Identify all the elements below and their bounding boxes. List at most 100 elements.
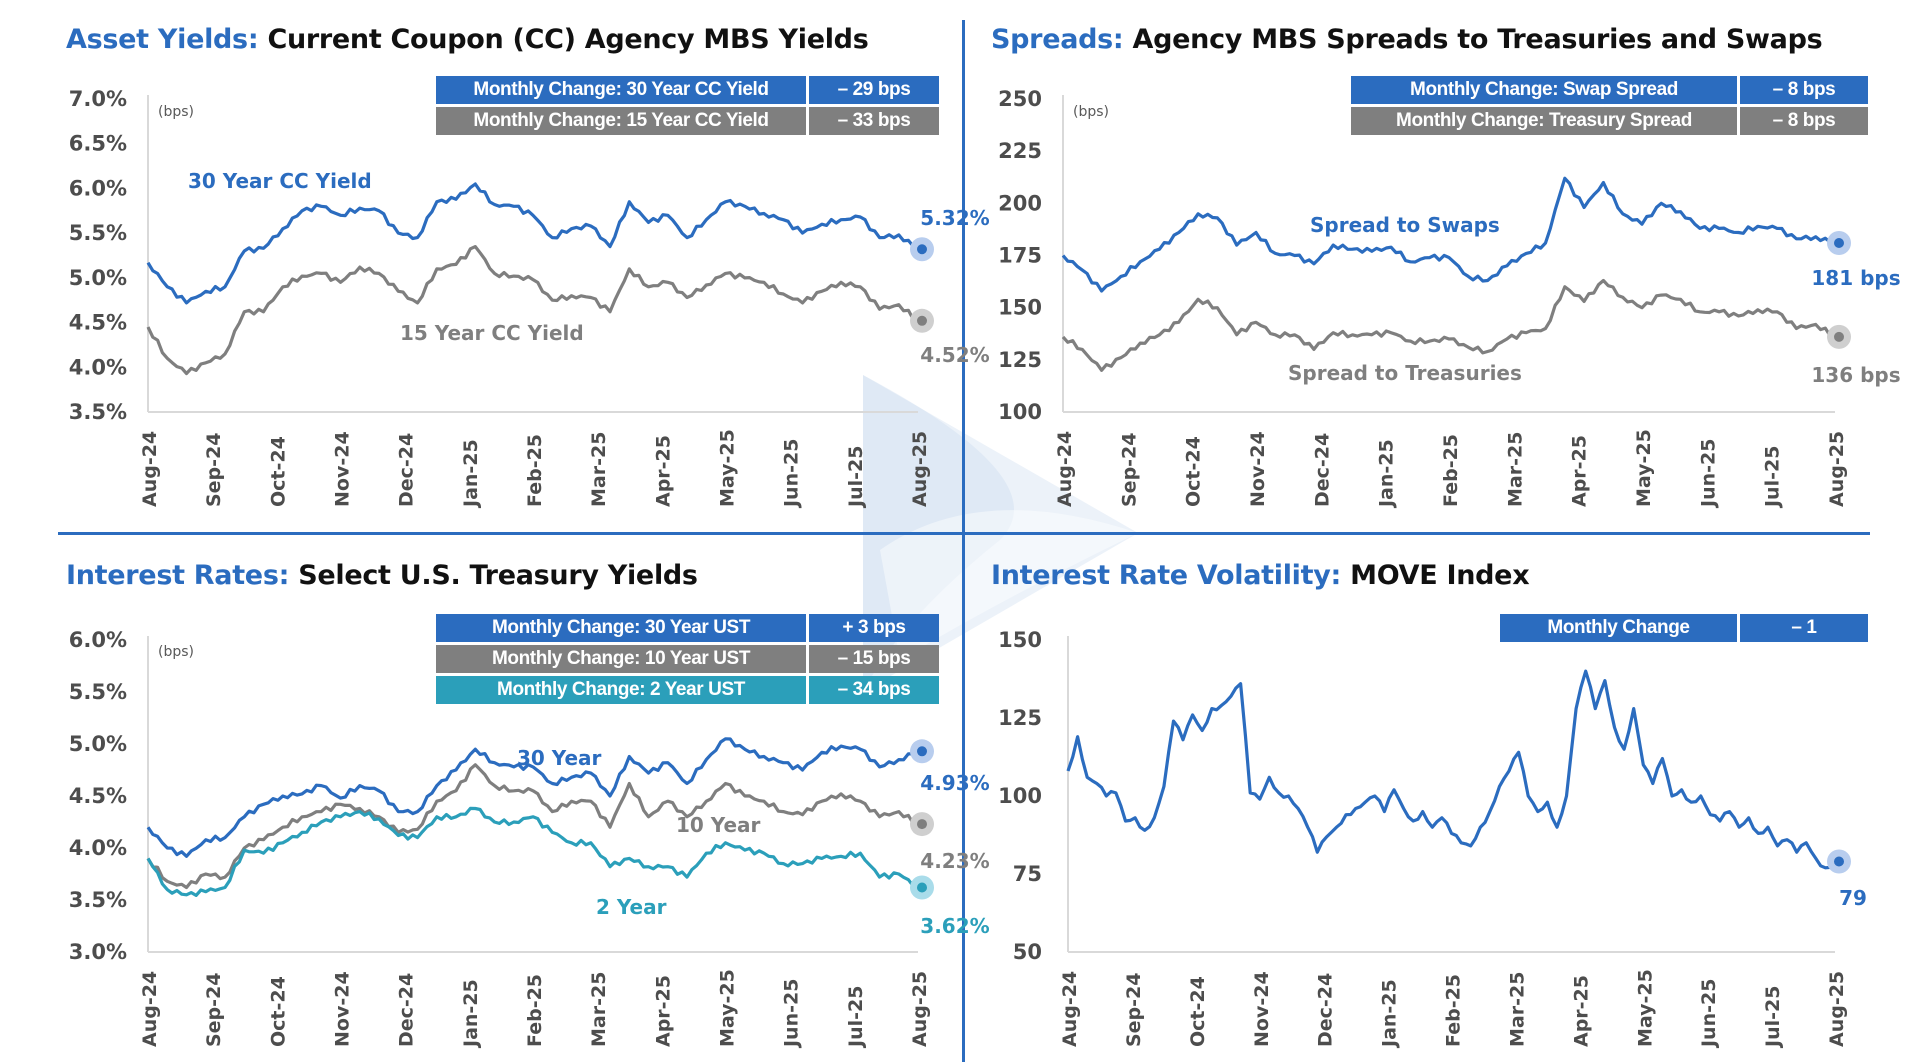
volatility-x-tick-label: Aug-24 — [1059, 971, 1081, 1047]
change-label: Monthly Change: 2 Year UST — [436, 676, 806, 704]
asset_yields-y-tick-label: 6.5% — [69, 132, 127, 156]
change-label: Monthly Change — [1500, 614, 1737, 642]
interest_rates-series-label: 10 Year — [676, 813, 761, 837]
interest_rates-end-marker — [917, 746, 927, 757]
interest_rates-y-tick-label: 6.0% — [69, 628, 127, 652]
asset_yields-x-tick-label: Jul-25 — [845, 446, 867, 509]
interest-rates-title: Interest Rates: Select U.S. Treasury Yie… — [66, 560, 698, 591]
volatility-title: Interest Rate Volatility: MOVE Index — [991, 560, 1530, 591]
interest_rates-series-line-10-year — [146, 763, 919, 890]
change-row: Monthly Change: 2 Year UST – 34 bps — [436, 676, 939, 704]
spreads-x-tick-label: Jul-25 — [1762, 446, 1784, 509]
interest_rates-x-tick-label: Nov-24 — [332, 971, 354, 1047]
change-row: Monthly Change: 30 Year CC Yield – 29 bp… — [436, 76, 939, 104]
asset-yields-title: Asset Yields: Current Coupon (CC) Agency… — [66, 24, 869, 55]
interest_rates-y-tick-label: 5.5% — [69, 680, 127, 704]
spreads-y-tick-label: 100 — [998, 400, 1042, 424]
asset_yields-x-tick-label: May-25 — [717, 429, 739, 507]
interest_rates-x-tick-label: Oct-24 — [267, 976, 289, 1047]
interest_rates-x-tick-label: Aug-25 — [909, 971, 931, 1047]
asset_yields-x-tick-label: Jan-25 — [460, 439, 482, 509]
volatility-x-tick-label: Mar-25 — [1506, 972, 1528, 1047]
spreads-title: Spreads: Agency MBS Spreads to Treasurie… — [991, 24, 1823, 55]
asset-yields-change-table: Monthly Change: 30 Year CC Yield – 29 bp… — [433, 73, 942, 138]
spreads-x-tick-label: Aug-24 — [1054, 431, 1076, 507]
interest_rates-x-tick-label: May-25 — [717, 969, 739, 1047]
spreads-title-accent: Spreads: — [991, 24, 1124, 55]
spreads-unit-label: (bps) — [1073, 104, 1109, 120]
interest_rates-y-tick-label: 3.5% — [69, 888, 127, 912]
interest_rates-series-line-2-year — [146, 806, 919, 897]
spreads-y-tick-label: 150 — [998, 296, 1042, 320]
quadrant-divider-vertical — [962, 20, 965, 1062]
asset_yields-x-tick-label: Sep-24 — [203, 433, 225, 508]
asset_yields-x-tick-label: Mar-25 — [588, 432, 610, 507]
spreads-end-value-label: 136 bps — [1811, 363, 1900, 387]
volatility-x-tick-label: Jan-25 — [1379, 979, 1401, 1049]
change-value: – 8 bps — [1740, 76, 1868, 104]
spreads-y-tick-label: 250 — [998, 87, 1042, 111]
change-value: – 33 bps — [809, 107, 939, 135]
interest-rates-title-accent: Interest Rates: — [66, 560, 290, 591]
volatility-y-tick-label: 50 — [1013, 940, 1042, 964]
volatility-series-line-move-index — [1066, 669, 1837, 870]
asset_yields-y-tick-label: 6.0% — [69, 176, 127, 200]
change-value: – 34 bps — [809, 676, 939, 704]
interest_rates-x-tick-label: Feb-25 — [524, 974, 546, 1047]
change-label: Monthly Change: Swap Spread — [1351, 76, 1737, 104]
interest_rates-x-tick-label: Aug-24 — [139, 971, 161, 1047]
quadrant-divider-horizontal — [58, 532, 1870, 535]
interest_rates-series-label: 2 Year — [596, 895, 667, 919]
spreads-x-tick-label: Feb-25 — [1440, 434, 1462, 507]
asset_yields-x-tick-label: Jun-25 — [781, 439, 803, 509]
volatility-x-tick-label: Jun-25 — [1698, 979, 1720, 1049]
asset_yields-x-tick-label: Feb-25 — [524, 434, 546, 507]
asset_yields-x-tick-label: Oct-24 — [267, 436, 289, 507]
interest_rates-y-tick-label: 3.0% — [69, 940, 127, 964]
asset_yields-y-tick-label: 4.0% — [69, 355, 127, 379]
asset_yields-series-label: 15 Year CC Yield — [400, 321, 584, 345]
volatility-title-accent: Interest Rate Volatility: — [991, 560, 1342, 591]
interest_rates-series-label: 30 Year — [517, 746, 602, 770]
volatility-end-marker — [1834, 856, 1844, 867]
change-value: + 3 bps — [809, 614, 939, 642]
spreads-end-marker — [1834, 237, 1844, 248]
interest_rates-unit-label: (bps) — [158, 644, 194, 660]
spreads-x-tick-label: Dec-24 — [1311, 433, 1333, 507]
interest-rates-change-table: Monthly Change: 30 Year UST + 3 bps Mont… — [433, 611, 942, 707]
interest_rates-x-tick-label: Jan-25 — [460, 979, 482, 1049]
volatility-change-table: Monthly Change – 1 — [1497, 611, 1871, 645]
asset_yields-x-tick-label: Aug-25 — [909, 431, 931, 507]
volatility-x-tick-label: Aug-25 — [1826, 971, 1848, 1047]
interest_rates-x-tick-label: Mar-25 — [588, 972, 610, 1047]
change-label: Monthly Change: 30 Year UST — [436, 614, 806, 642]
volatility-x-tick-label: Oct-24 — [1187, 976, 1209, 1047]
asset_yields-y-tick-label: 5.5% — [69, 221, 127, 245]
change-value: – 29 bps — [809, 76, 939, 104]
change-label: Monthly Change: 15 Year CC Yield — [436, 107, 806, 135]
asset_yields-end-marker — [917, 244, 927, 255]
interest_rates-x-tick-label: Jun-25 — [781, 979, 803, 1049]
interest_rates-end-marker — [917, 882, 927, 893]
spreads-change-table: Monthly Change: Swap Spread – 8 bps Mont… — [1348, 73, 1871, 138]
volatility-end-value-label: 79 — [1839, 886, 1867, 910]
interest_rates-end-marker — [917, 819, 927, 830]
change-label: Monthly Change: Treasury Spread — [1351, 107, 1737, 135]
spreads-x-tick-label: Aug-25 — [1826, 431, 1848, 507]
spreads-x-tick-label: Oct-24 — [1183, 436, 1205, 507]
spreads-series-label: Spread to Swaps — [1310, 213, 1500, 237]
spreads-y-tick-label: 175 — [998, 244, 1042, 268]
asset_yields-x-tick-label: Aug-24 — [139, 431, 161, 507]
asset_yields-y-tick-label: 4.5% — [69, 311, 127, 335]
asset-yields-title-accent: Asset Yields: — [66, 24, 259, 55]
change-label: Monthly Change: 30 Year CC Yield — [436, 76, 806, 104]
spreads-y-tick-label: 200 — [998, 191, 1042, 215]
change-value: – 1 — [1740, 614, 1868, 642]
volatility-y-tick-label: 100 — [998, 784, 1042, 808]
change-row: Monthly Change: 30 Year UST + 3 bps — [436, 614, 939, 642]
asset_yields-end-marker — [917, 315, 927, 326]
change-row: Monthly Change: 15 Year CC Yield – 33 bp… — [436, 107, 939, 135]
change-row: Monthly Change: Treasury Spread – 8 bps — [1351, 107, 1868, 135]
volatility-x-tick-label: Sep-24 — [1123, 973, 1145, 1048]
